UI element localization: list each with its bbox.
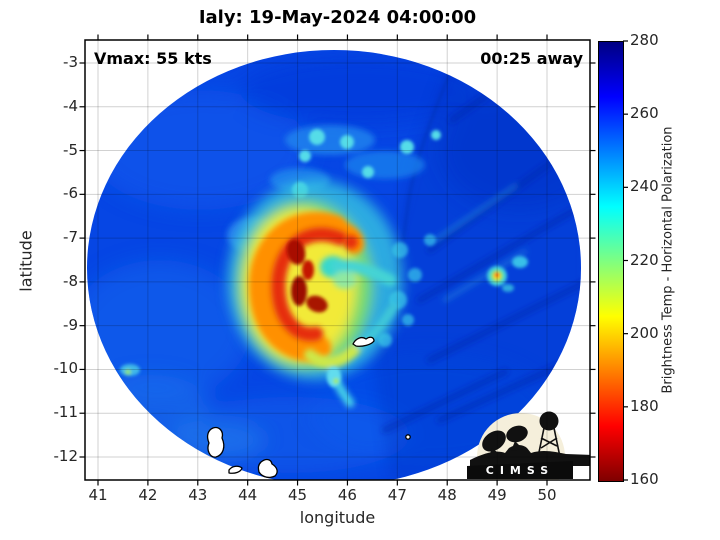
water-tower-icon <box>537 411 561 458</box>
y-tick-label: -10 <box>53 359 79 378</box>
plot-frame <box>84 39 591 481</box>
colorbar-tick-label: 160 <box>630 470 659 488</box>
colorbar-tick-label: 200 <box>630 323 659 342</box>
y-tick-label: -5 <box>63 140 78 159</box>
axis-tick-marks <box>79 34 628 486</box>
y-axis-label: latitude <box>16 230 36 292</box>
colorbar-tick-label: 180 <box>630 396 659 415</box>
colorbar-tick-label: 240 <box>630 177 659 196</box>
y-tick-label: -9 <box>63 315 78 334</box>
x-tick-label: 46 <box>337 486 357 504</box>
colorbar <box>598 41 624 482</box>
x-tick-label: 42 <box>138 486 158 504</box>
colorbar-tick-label: 280 <box>630 31 659 49</box>
eta-annotation: 00:25 away <box>480 49 583 68</box>
vmax-annotation: Vmax: 55 kts <box>94 49 212 68</box>
x-tick-label: 45 <box>288 486 308 504</box>
cimss-logo-text: CIMSS <box>486 464 554 477</box>
y-tick-label: -4 <box>63 96 78 115</box>
x-tick-label: 50 <box>537 486 557 504</box>
satellite-dish-icon <box>482 425 528 459</box>
y-tick-label: -3 <box>63 53 78 71</box>
x-tick-label: 44 <box>238 486 258 504</box>
x-tick-label: 47 <box>387 486 407 504</box>
y-tick-label: -11 <box>53 403 79 422</box>
y-tick-label: -7 <box>63 228 78 247</box>
colorbar-tick-label: 220 <box>630 250 659 269</box>
grid-lines <box>85 40 590 480</box>
x-tick-label: 43 <box>188 486 208 504</box>
y-tick-label: -6 <box>63 184 78 203</box>
x-tick-label: 41 <box>88 486 108 504</box>
x-axis-label: longitude <box>299 508 376 527</box>
x-tick-label: 49 <box>487 486 507 504</box>
y-tick-label: -8 <box>63 271 78 290</box>
coastline-contours <box>206 336 411 479</box>
cimss-logo: CIMSS <box>467 411 590 480</box>
colorbar-label: Brightness Temp - Horizontal Polarizatio… <box>660 126 676 394</box>
colorbar-tick-label: 260 <box>630 104 659 123</box>
x-tick-label: 48 <box>437 486 457 504</box>
plot-title: Ialy: 19-May-2024 04:00:00 <box>198 7 477 28</box>
y-tick-label: -12 <box>53 447 79 465</box>
